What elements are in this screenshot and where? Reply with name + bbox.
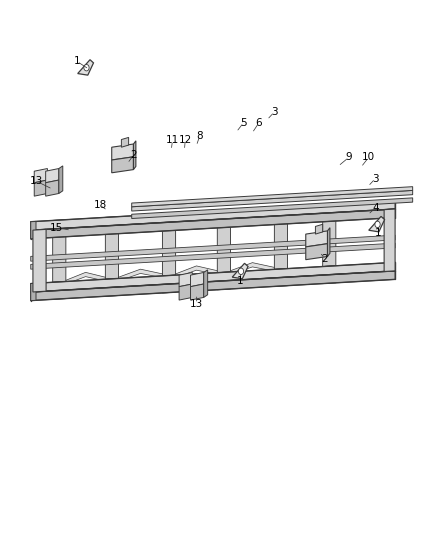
Text: 13: 13 [190, 299, 203, 309]
Polygon shape [53, 220, 66, 282]
Polygon shape [131, 198, 412, 219]
Polygon shape [162, 275, 175, 293]
Text: 8: 8 [196, 131, 203, 141]
Text: 2: 2 [130, 150, 137, 159]
Polygon shape [217, 272, 230, 290]
Polygon shape [118, 269, 162, 281]
Polygon shape [327, 228, 329, 256]
Polygon shape [314, 224, 322, 234]
Text: 4: 4 [371, 203, 378, 213]
Polygon shape [31, 209, 394, 239]
Text: 5: 5 [240, 118, 247, 127]
Polygon shape [383, 209, 394, 271]
Polygon shape [31, 271, 394, 301]
Polygon shape [31, 200, 394, 230]
Polygon shape [31, 235, 394, 261]
Text: 3: 3 [371, 174, 378, 183]
Polygon shape [46, 168, 59, 183]
Polygon shape [34, 168, 47, 183]
Text: 12: 12 [178, 135, 191, 145]
Polygon shape [175, 266, 217, 278]
Polygon shape [105, 278, 118, 296]
Polygon shape [31, 262, 394, 292]
Polygon shape [31, 221, 36, 239]
Polygon shape [78, 60, 93, 75]
Polygon shape [322, 266, 335, 284]
Text: 6: 6 [255, 118, 262, 127]
Text: 11: 11 [166, 135, 179, 145]
Polygon shape [111, 157, 133, 173]
Circle shape [84, 64, 89, 71]
Text: 13: 13 [30, 176, 43, 186]
Polygon shape [305, 244, 327, 260]
Polygon shape [162, 213, 175, 276]
Polygon shape [232, 263, 247, 279]
Polygon shape [133, 141, 136, 169]
Polygon shape [34, 180, 47, 196]
Text: 1: 1 [374, 229, 381, 238]
Polygon shape [121, 138, 128, 147]
Text: 9: 9 [345, 152, 352, 162]
Polygon shape [305, 231, 327, 247]
Polygon shape [203, 270, 207, 297]
Polygon shape [111, 144, 133, 160]
Text: 10: 10 [361, 152, 374, 162]
Polygon shape [322, 204, 335, 266]
Polygon shape [33, 229, 46, 292]
Polygon shape [53, 281, 66, 300]
Polygon shape [105, 216, 118, 279]
Text: 1: 1 [237, 276, 244, 286]
Polygon shape [179, 272, 192, 287]
Polygon shape [131, 187, 412, 207]
Circle shape [238, 268, 243, 274]
Text: 18: 18 [93, 200, 106, 210]
Polygon shape [274, 269, 287, 286]
Polygon shape [230, 263, 274, 274]
Circle shape [374, 221, 379, 228]
Polygon shape [31, 243, 394, 269]
Polygon shape [190, 272, 203, 287]
Text: 1: 1 [73, 56, 80, 66]
Text: 15: 15 [49, 223, 63, 232]
Polygon shape [31, 283, 36, 301]
Polygon shape [179, 284, 192, 300]
Polygon shape [190, 284, 203, 300]
Text: 2: 2 [321, 254, 328, 263]
Polygon shape [274, 207, 287, 269]
Polygon shape [217, 210, 230, 273]
Polygon shape [46, 180, 59, 196]
Polygon shape [131, 190, 412, 211]
Polygon shape [59, 166, 63, 193]
Polygon shape [368, 216, 384, 232]
Text: 3: 3 [270, 107, 277, 117]
Polygon shape [66, 272, 105, 284]
